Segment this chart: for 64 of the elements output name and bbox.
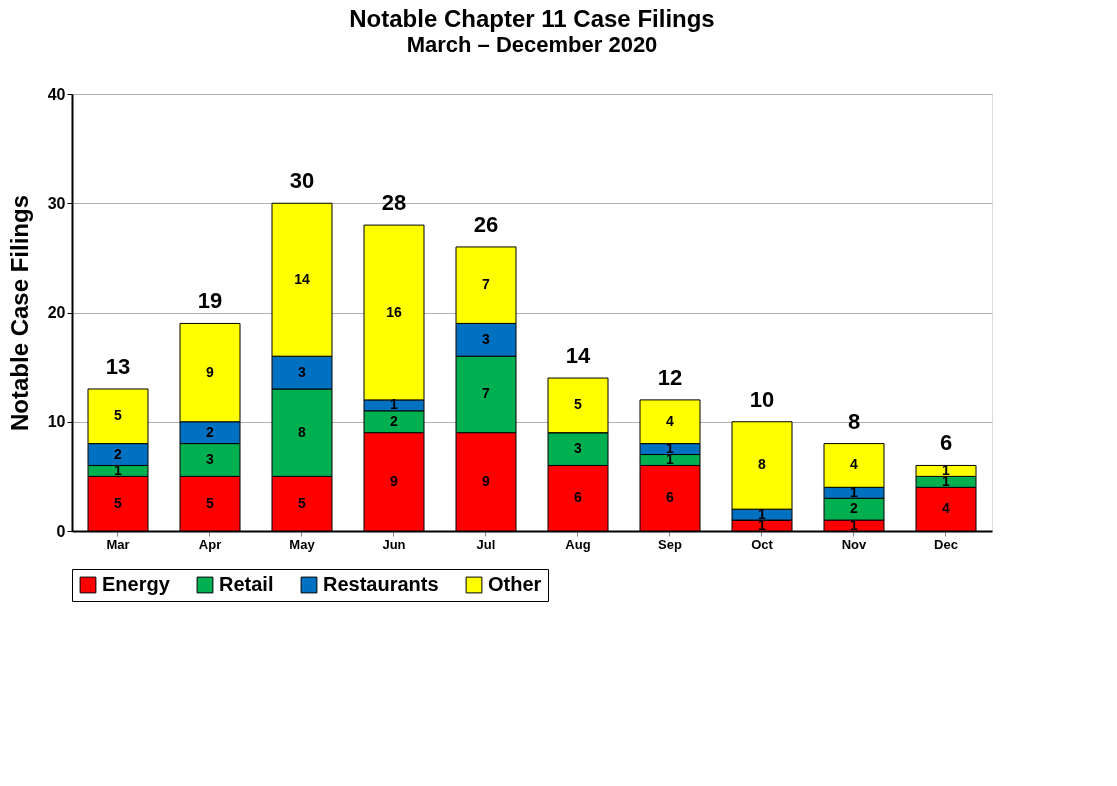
legend-label: Restaurants — [323, 573, 439, 595]
data-label: 6 — [666, 489, 675, 506]
data-label: 5 — [574, 396, 583, 413]
x-tick-label: Mar — [106, 536, 130, 552]
data-label: 4 — [942, 500, 951, 517]
y-tick-label: 30 — [47, 194, 66, 212]
total-label: 10 — [749, 386, 775, 412]
data-label: 1 — [850, 516, 859, 533]
chart-subtitle: March – December 2020 — [406, 32, 658, 57]
data-label: 8 — [298, 423, 307, 440]
data-label: 4 — [666, 412, 675, 429]
data-label: 8 — [758, 456, 767, 473]
x-tick-label: Jun — [382, 536, 406, 552]
data-label: 1 — [758, 505, 767, 522]
data-label: 3 — [574, 440, 583, 457]
data-label: 2 — [850, 500, 859, 517]
data-label: 9 — [482, 472, 491, 489]
data-label: 3 — [206, 450, 215, 467]
data-label: 7 — [482, 276, 491, 293]
data-label: 1 — [114, 461, 123, 478]
total-label: 19 — [197, 288, 223, 314]
chart-title: Notable Chapter 11 Case Filings — [349, 5, 715, 32]
legend-label: Other — [488, 573, 542, 595]
data-label: 1 — [850, 483, 859, 500]
total-label: 30 — [289, 168, 315, 194]
x-tick-label: Aug — [565, 536, 591, 552]
data-label: 5 — [206, 494, 215, 511]
data-label: 2 — [390, 412, 399, 429]
total-label: 8 — [847, 408, 861, 434]
data-label: 4 — [850, 456, 859, 473]
total-label: 28 — [381, 190, 407, 216]
x-tick-label: Jul — [476, 536, 496, 552]
total-label: 26 — [473, 211, 499, 237]
data-label: 1 — [390, 396, 399, 413]
y-tick-label: 20 — [47, 304, 66, 321]
data-label: 16 — [386, 303, 402, 320]
total-label: 6 — [939, 430, 953, 456]
data-label: 9 — [390, 472, 399, 489]
total-label: 14 — [565, 343, 591, 369]
data-label: 7 — [482, 385, 491, 402]
legend-label: Retail — [219, 573, 274, 595]
data-label: 14 — [294, 270, 310, 287]
data-label: 5 — [298, 494, 307, 511]
y-tick-label: 10 — [47, 413, 66, 431]
total-label: 12 — [657, 364, 683, 390]
x-tick-label: Nov — [841, 536, 868, 552]
x-tick-label: Sep — [658, 536, 682, 552]
data-label: 2 — [114, 445, 123, 462]
data-label: 6 — [574, 489, 583, 506]
y-axis-title: Notable Case Filings — [5, 194, 33, 432]
x-tick-label: Oct — [751, 536, 774, 552]
data-label: 5 — [114, 407, 123, 424]
y-tick-label: 0 — [56, 522, 66, 540]
x-tick-label: May — [289, 536, 316, 552]
data-label: 9 — [206, 363, 215, 380]
x-tick-label: Dec — [934, 536, 958, 552]
data-label: 3 — [298, 363, 307, 380]
legend-label: Energy — [102, 573, 171, 595]
x-tick-label: Apr — [198, 536, 222, 552]
data-label: 5 — [114, 494, 123, 511]
data-label: 3 — [482, 330, 491, 347]
y-tick-label: 40 — [47, 85, 66, 103]
data-label: 2 — [206, 423, 215, 440]
total-label: 13 — [105, 353, 131, 379]
